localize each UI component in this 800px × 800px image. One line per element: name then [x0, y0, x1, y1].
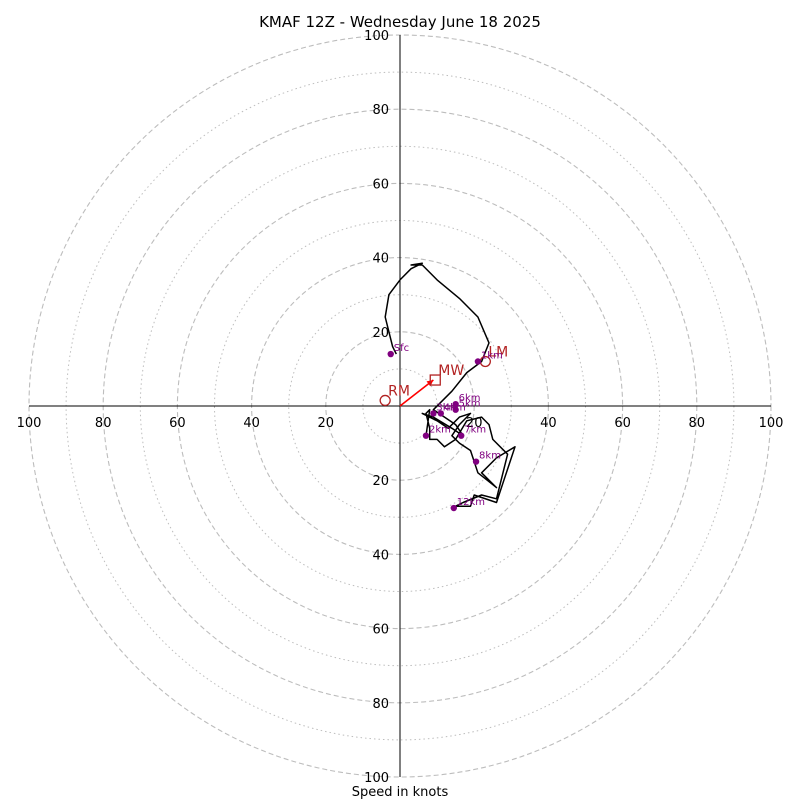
x-tick-label: 100 — [759, 416, 784, 431]
height-label-12km: 12km — [457, 497, 485, 508]
height-label-3km: 3km — [436, 402, 458, 413]
x-tick-label: 40 — [540, 416, 557, 431]
y-tick-label: 40 — [372, 548, 389, 563]
height-marker-4km — [437, 410, 445, 417]
height-marker-5km — [452, 406, 459, 413]
x-tick-label: 40 — [243, 416, 260, 431]
height-marker-3km — [430, 410, 437, 417]
x-axis-label: Speed in knots — [352, 785, 449, 800]
height-marker-1km — [474, 358, 482, 365]
y-tick-label: 60 — [372, 177, 389, 192]
x-tick-label: 100 — [17, 416, 42, 431]
shear-vector — [399, 379, 434, 407]
mw-label: MW — [438, 363, 464, 379]
height-label-7km: 7km — [464, 425, 486, 436]
height-marker-6km — [452, 400, 459, 408]
height-label-2km: 2km — [429, 425, 451, 436]
mw-marker — [429, 374, 441, 386]
y-tick-label: 100 — [364, 771, 389, 786]
height-label-6km: 6km — [459, 393, 481, 404]
hodograph-line — [384, 262, 516, 507]
chart-title: KMAF 12Z - Wednesday June 18 2025 — [259, 13, 541, 31]
height-marker-8km — [472, 458, 480, 465]
storm-motion-markers: RM LM MW — [379, 344, 508, 407]
rm-marker — [379, 394, 391, 407]
y-tick-label: 40 — [372, 252, 389, 267]
tick-labels: 100 80 60 40 20 20 40 60 80 100204060801002040608… — [17, 29, 784, 786]
y-tick-label: 80 — [372, 103, 389, 118]
x-tick-label: 60 — [614, 416, 631, 431]
height-label-sfc: Sfc — [394, 343, 409, 354]
x-tick-label: 20 — [318, 416, 335, 431]
hodograph-trace — [384, 262, 516, 507]
height-markers: Sfc1km2km3km4km5km6km7km8km12km — [387, 343, 503, 512]
lm-label: LM — [488, 344, 508, 360]
height-marker-sfc — [387, 350, 394, 358]
x-tick-label: 80 — [689, 416, 706, 431]
x-tick-label: 80 — [95, 416, 112, 431]
height-marker-12km — [450, 504, 457, 512]
height-label-1km: 1km — [481, 350, 503, 361]
height-label-8km: 8km — [479, 451, 501, 462]
y-tick-label: 60 — [372, 623, 389, 638]
height-label-5km: 5km — [459, 399, 481, 410]
y-tick-label: 20 — [372, 474, 389, 489]
x-tick-label: 60 — [169, 416, 186, 431]
y-tick-label: 80 — [372, 697, 389, 712]
height-marker-2km — [422, 432, 430, 439]
height-marker-7km — [458, 432, 465, 439]
rm-label: RM — [388, 383, 410, 399]
y-tick-label: 20 — [372, 326, 389, 341]
y-tick-label: 100 — [364, 29, 389, 44]
